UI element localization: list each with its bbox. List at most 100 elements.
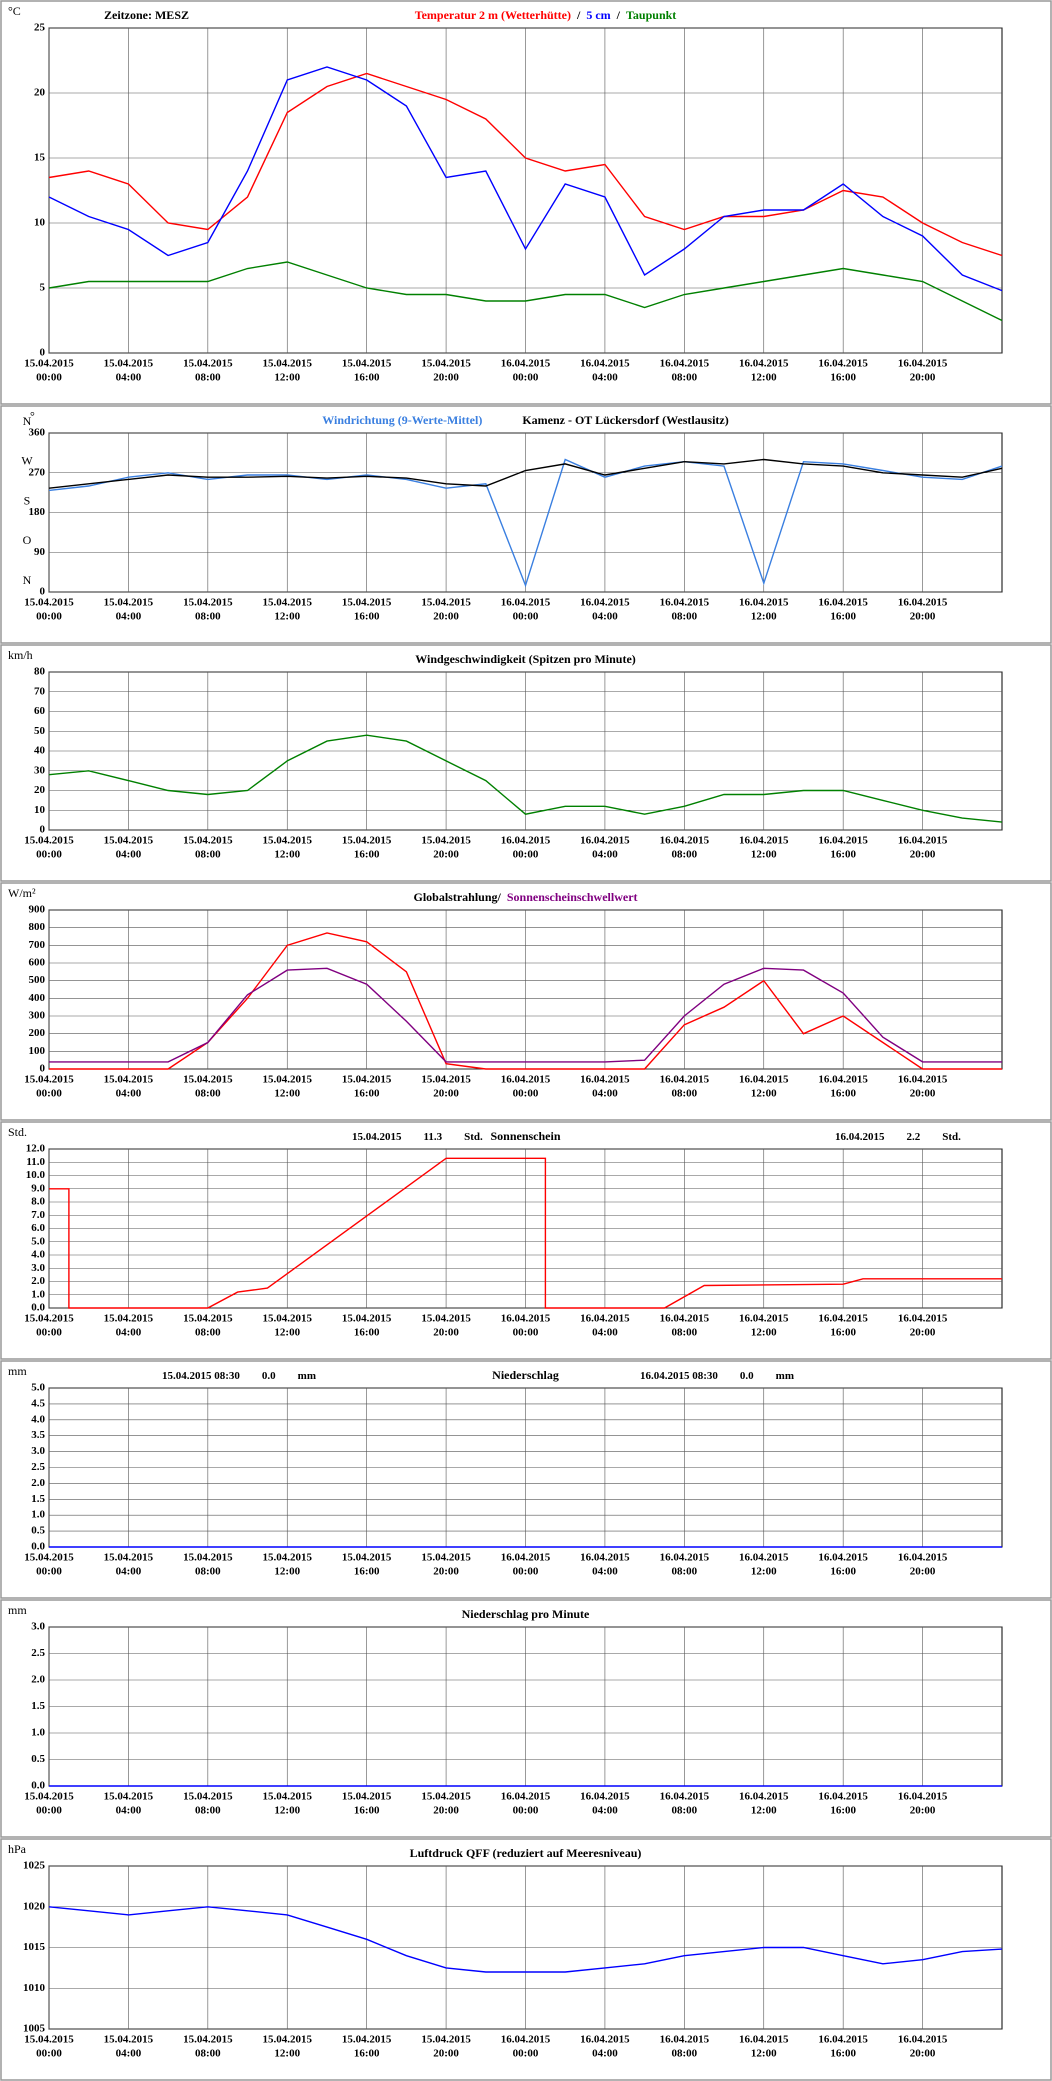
x-tick-date: 15.04.2015: [183, 597, 233, 609]
summary: 16.04.2015 2.2 Std.: [835, 1131, 961, 1143]
x-tick-time: 16:00: [830, 611, 856, 623]
x-tick-date: 15.04.2015: [421, 835, 471, 847]
x-tick-date: 16.04.2015: [501, 1552, 551, 1564]
x-tick-date: 15.04.2015: [421, 358, 471, 370]
y-tick-label: 10.0: [26, 1169, 46, 1181]
y-tick-label: 1010: [23, 1982, 46, 1994]
x-tick-date: 16.04.2015: [739, 597, 789, 609]
x-tick-date: 16.04.2015: [818, 2034, 868, 2046]
y-tick-label: 5.0: [31, 1382, 45, 1394]
x-tick-time: 20:00: [433, 1566, 459, 1578]
chart-title: Globalstrahlung/Sonnenscheinschwellwert: [413, 890, 637, 904]
x-tick-date: 15.04.2015: [421, 1791, 471, 1803]
panel-frame: [0, 1838, 1052, 2081]
summary: 15.04.2015 11.3 Std.: [352, 1131, 483, 1143]
y-tick-label: 90: [34, 546, 46, 558]
x-tick-date: 16.04.2015: [580, 597, 630, 609]
x-tick-time: 20:00: [910, 1805, 936, 1817]
x-tick-time: 08:00: [671, 1566, 697, 1578]
y-tick-label: 7.0: [31, 1209, 45, 1221]
panel: 1005 1010 1015 1020 1025 15.04.2015 00:00 15.04…: [0, 1838, 1052, 2081]
panel-frame: [0, 405, 1052, 644]
y-tick-label: 60: [34, 705, 46, 717]
chart-title: Niederschlag: [492, 1368, 559, 1382]
x-tick-time: 00:00: [513, 1088, 539, 1100]
header-left: Zeitzone: MESZ: [104, 8, 189, 22]
x-tick-date: 15.04.2015: [104, 358, 154, 370]
summary-part: 16.04.2015 08:30: [640, 1370, 718, 1382]
x-tick-time: 04:00: [116, 849, 142, 861]
x-tick-time: 08:00: [195, 1088, 221, 1100]
x-tick-date: 15.04.2015: [104, 1552, 154, 1564]
y-tick-label: 0: [40, 824, 46, 836]
x-tick-time: 20:00: [910, 372, 936, 384]
x-tick-time: 00:00: [36, 1327, 62, 1339]
x-tick-date: 16.04.2015: [501, 2034, 551, 2046]
series-line: [48, 458, 1003, 588]
series-line: [49, 967, 1002, 1063]
x-tick-date: 15.04.2015: [342, 597, 392, 609]
panel-frame: [0, 1360, 1052, 1599]
y-tick-label: 2.5: [31, 1647, 45, 1659]
x-tick-time: 20:00: [433, 2048, 459, 2060]
y-tick-label: 1020: [23, 1900, 46, 1912]
y-unit: W/m²: [8, 886, 36, 900]
x-tick-time: 00:00: [36, 1088, 62, 1100]
y-tick-label: 3.0: [31, 1621, 45, 1633]
x-tick-time: 08:00: [195, 1805, 221, 1817]
y-tick-label: 500: [29, 974, 46, 986]
y-tick-label: 700: [29, 939, 46, 951]
title-part: /: [576, 8, 581, 22]
x-tick-date: 16.04.2015: [501, 1791, 551, 1803]
panel-frame: [0, 1121, 1052, 1360]
x-tick-date: 16.04.2015: [898, 1552, 948, 1564]
x-tick-date: 16.04.2015: [898, 597, 948, 609]
y-tick-label: 1005: [23, 2023, 46, 2035]
x-tick-time: 08:00: [195, 1566, 221, 1578]
y-tick-label: 1025: [23, 1860, 46, 1872]
x-tick-date: 16.04.2015: [818, 1791, 868, 1803]
x-tick-date: 16.04.2015: [501, 1074, 551, 1086]
y-tick-label: 0: [40, 347, 46, 359]
x-tick-time: 04:00: [592, 1805, 618, 1817]
series-line: [48, 261, 1003, 322]
series-line: [48, 66, 1003, 292]
x-tick-time: 08:00: [671, 2048, 697, 2060]
x-tick-date: 15.04.2015: [263, 358, 313, 370]
x-tick-time: 04:00: [116, 2048, 142, 2060]
x-tick-time: 16:00: [354, 1327, 380, 1339]
x-tick-date: 16.04.2015: [660, 358, 710, 370]
y-tick-label: 11.0: [26, 1156, 45, 1168]
y-tick-label: 80: [34, 666, 46, 678]
x-tick-time: 16:00: [354, 611, 380, 623]
x-tick-time: 04:00: [592, 2048, 618, 2060]
y-tick-label: 1.0: [31, 1288, 45, 1300]
x-tick-date: 15.04.2015: [183, 358, 233, 370]
y-tick-label: 1.5: [31, 1700, 45, 1712]
summary-part: 11.3: [424, 1131, 443, 1143]
x-tick-time: 16:00: [830, 2048, 856, 2060]
x-tick-time: 16:00: [830, 1088, 856, 1100]
x-tick-date: 16.04.2015: [739, 1552, 789, 1564]
y-tick-label: 100: [29, 1045, 46, 1057]
x-tick-time: 16:00: [354, 1566, 380, 1578]
x-tick-time: 04:00: [116, 1805, 142, 1817]
x-tick-time: 00:00: [513, 611, 539, 623]
panel: 0 10 20 30 40 50 60 70 80 15.04.2015 00:00 15.04.20…: [0, 644, 1052, 882]
series-line: [49, 1157, 1002, 1309]
panel: 0 100 200 300 400 500 600 700 800 900 15.04.2015 00…: [0, 882, 1052, 1121]
x-tick-time: 04:00: [116, 1088, 142, 1100]
x-tick-date: 16.04.2015: [660, 1791, 710, 1803]
y-unit: mm: [8, 1603, 27, 1617]
x-tick-date: 15.04.2015: [263, 1313, 313, 1325]
x-tick-time: 04:00: [116, 611, 142, 623]
y-tick-label: 200: [29, 1027, 46, 1039]
x-tick-date: 16.04.2015: [818, 597, 868, 609]
x-tick-time: 12:00: [274, 849, 300, 861]
summary-part: 2.2: [907, 1131, 921, 1143]
summary-part: 15.04.2015 08:30: [162, 1370, 240, 1382]
x-tick-date: 15.04.2015: [104, 597, 154, 609]
x-tick-time: 16:00: [830, 1566, 856, 1578]
compass-label: S: [24, 493, 31, 507]
